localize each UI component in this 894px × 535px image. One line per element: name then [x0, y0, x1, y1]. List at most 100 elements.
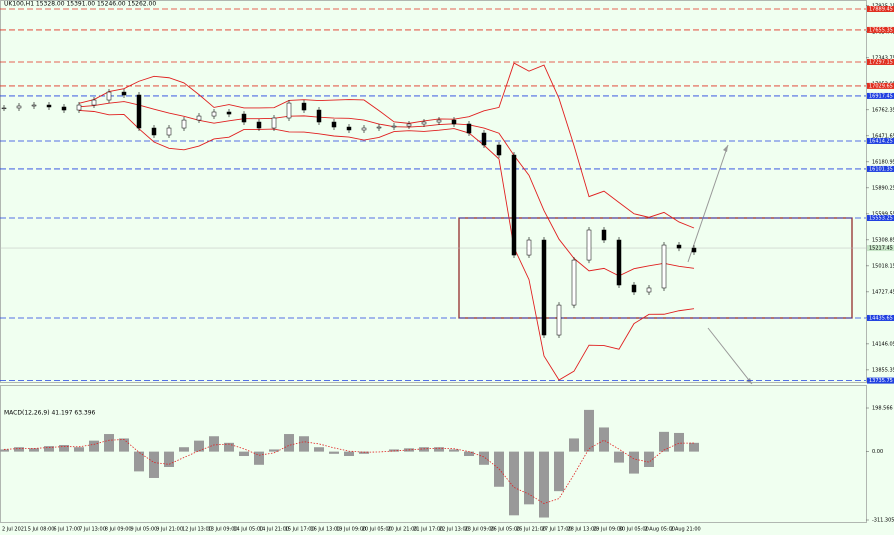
time-label: 26 Jul 05:00 [490, 527, 520, 533]
candle [271, 117, 277, 129]
candle [631, 284, 637, 293]
candle [301, 102, 307, 111]
macd-pane [0, 385, 867, 523]
candle [211, 111, 217, 117]
price-tick-label: 16762.35 [872, 107, 894, 113]
level-tag [867, 137, 894, 144]
macd-bar [674, 432, 684, 452]
candle [541, 239, 547, 336]
level-label: 17889.45 [869, 6, 893, 12]
macd-bar [539, 451, 549, 518]
candle [511, 154, 517, 256]
time-label: 23 Jul 09:00 [465, 527, 495, 533]
price-tick-label: 17343.75 [872, 55, 894, 61]
level-tag [867, 26, 894, 33]
price-tick-label: 16180.95 [872, 159, 894, 165]
macd-header: MACD(12,26,9) 41.197 63.396 [4, 410, 96, 417]
candle [76, 104, 82, 111]
candle [91, 99, 97, 106]
arrow-down [707, 327, 753, 385]
candle [346, 126, 352, 131]
candle [46, 104, 52, 108]
macd-bar [479, 451, 489, 465]
macd-signal [3, 439, 695, 504]
price-tick-label: 15018.15 [872, 263, 894, 269]
time-label: 2 Aug 21:00 [670, 527, 701, 533]
level-label: 16414.25 [869, 138, 893, 144]
candle [646, 287, 652, 293]
candle [661, 244, 667, 289]
candle [136, 94, 142, 129]
macd-bar [254, 451, 264, 465]
price-tick-label: 14727.45 [872, 289, 894, 295]
arrow-up-head [723, 145, 728, 152]
candle [361, 127, 367, 131]
macd-bar [149, 451, 159, 478]
time-label: 9 Jul 05:00 [131, 527, 158, 533]
level-tag [867, 377, 894, 384]
candle [481, 132, 487, 146]
price-tick-label: 15890.25 [872, 185, 894, 191]
macd-bar [209, 436, 219, 452]
macd-tick-label: -311.305 [872, 518, 894, 524]
price-tick-label: 14146.05 [872, 341, 894, 347]
candle [181, 119, 187, 129]
candle [31, 104, 37, 107]
macd-bar [239, 451, 249, 457]
macd-bar [44, 446, 54, 452]
macd-bar [224, 442, 234, 452]
candle [331, 121, 337, 128]
macd-bar [554, 451, 564, 492]
candle [496, 144, 502, 156]
level-label: 17297.15 [869, 59, 893, 65]
level-label: 16101.35 [869, 166, 893, 172]
macd-bar [179, 447, 189, 452]
price-tick-label: 15599.55 [872, 211, 894, 217]
time-label: 9 Jul 21:00 [156, 527, 183, 533]
macd-tick-label: 0.00 [872, 449, 883, 455]
candle [406, 123, 412, 127]
macd-bar [89, 440, 99, 452]
macd-bar [0, 449, 9, 452]
candle [601, 229, 607, 241]
price-tick-label: 15308.85 [872, 237, 894, 243]
candle [616, 239, 622, 286]
candle [196, 115, 202, 121]
candle [676, 244, 682, 249]
chart-header: UK100,H1 15328.00 15391.00 15246.00 1526… [4, 1, 156, 8]
time-label: 14 Jul 05:00 [233, 527, 263, 533]
macd-bar [689, 442, 699, 452]
macd-bar [599, 427, 609, 452]
macd-bar [344, 451, 354, 457]
candle [151, 127, 157, 136]
macd-bar [194, 440, 204, 452]
candle [16, 105, 22, 109]
arrow-up [687, 144, 729, 263]
macd-tick-label: 198.566 [872, 406, 893, 412]
macd-bar [164, 451, 174, 467]
candle [436, 119, 442, 123]
macd-bar [299, 436, 309, 452]
time-label: 6 Jul 17:00 [53, 527, 80, 533]
current-price-tag [867, 245, 894, 252]
price-tick-label: 13855.35 [872, 367, 894, 373]
time-label: 20 Jul 05:00 [362, 527, 392, 533]
time-label: 27 Jul 17:00 [542, 527, 572, 533]
time-label: 8 Jul 09:00 [105, 527, 132, 533]
macd-bar [659, 431, 669, 452]
macd-bar [329, 451, 339, 454]
macd-bar [614, 451, 624, 463]
macd-bar [464, 451, 474, 457]
main-pane [0, 0, 867, 383]
time-label: 30 Jul 05:00 [619, 527, 649, 533]
level-tag [867, 314, 894, 321]
time-label: 19 Jul 09:00 [336, 527, 366, 533]
time-label: 2 Aug 05:00 [645, 527, 676, 533]
candle [691, 247, 697, 253]
macd-bar [524, 451, 534, 505]
bollinger-band [78, 101, 695, 277]
macd-bar [509, 451, 519, 516]
bollinger-band [78, 62, 695, 229]
